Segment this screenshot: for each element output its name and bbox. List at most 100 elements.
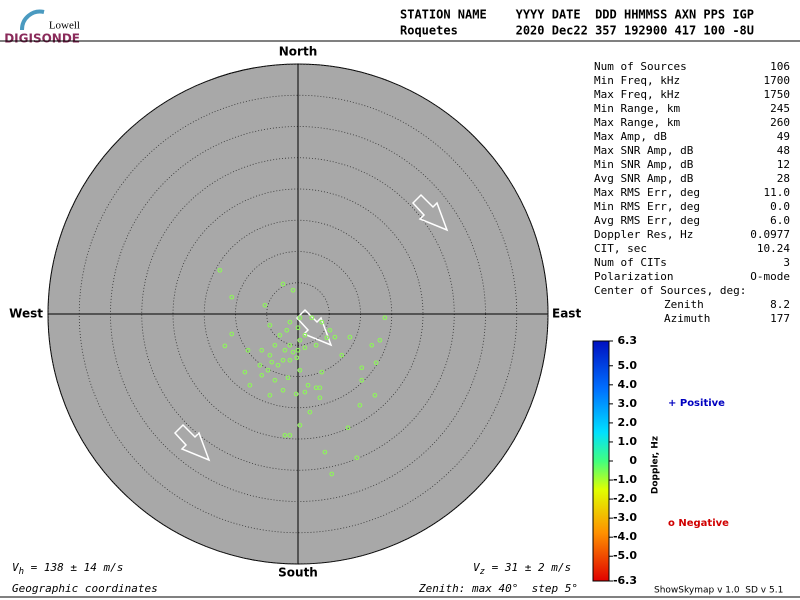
source-point	[287, 342, 293, 348]
source-point	[272, 342, 278, 348]
arrows	[173, 193, 449, 462]
source-point	[293, 391, 299, 397]
stat-value: 48	[777, 144, 790, 157]
source-point	[359, 377, 365, 383]
source-point	[297, 367, 303, 373]
direction-label: East	[552, 307, 581, 321]
arrow	[411, 193, 449, 232]
source-point	[319, 319, 325, 325]
colorbar-tick-label: 3.0	[618, 397, 638, 410]
source-point	[272, 377, 278, 383]
source-point	[382, 315, 388, 321]
direction-label: South	[278, 566, 318, 580]
source-point	[222, 343, 228, 349]
source-point	[309, 315, 315, 321]
source-point	[257, 362, 263, 368]
colorbar-tick-label: 0	[629, 454, 637, 467]
stat-value: 49	[777, 130, 790, 143]
symbol: V	[473, 561, 481, 574]
colorbar-tick-label: 6.3	[618, 334, 638, 347]
source-point	[265, 367, 271, 373]
zenith-note: Zenith: max 40° step 5°	[418, 582, 578, 595]
source-point	[262, 302, 268, 308]
source-point	[229, 331, 235, 337]
source-point	[245, 347, 251, 353]
center-value: 8.2	[770, 298, 790, 311]
arrow	[295, 308, 333, 347]
stat-value: 3	[783, 256, 790, 269]
source-point	[322, 449, 328, 455]
stat-label: Doppler Res, Hz	[594, 228, 693, 241]
stat-value: 260	[770, 116, 790, 129]
source-point	[302, 389, 308, 395]
stat-value: 0.0	[770, 200, 790, 213]
source-point	[280, 387, 286, 393]
source-point	[324, 335, 330, 341]
vh-label: Vh = 138 ± 14 m/s	[12, 561, 123, 577]
source-point	[280, 281, 286, 287]
source-point	[295, 325, 301, 331]
subscript: z	[480, 567, 485, 577]
source-point	[317, 395, 323, 401]
stat-label: Max Amp, dB	[594, 130, 667, 143]
source-point	[282, 432, 288, 438]
colorbar-tick-label: -5.0	[613, 549, 637, 562]
logo-arc	[19, 9, 45, 31]
stat-value: 245	[770, 102, 790, 115]
colorbar-tick-label: -6.3	[613, 574, 637, 587]
source-point	[297, 337, 303, 343]
source-point	[305, 382, 311, 388]
stat-value: O-mode	[750, 270, 790, 283]
source-point	[290, 349, 296, 355]
center-title: Center of Sources, deg:	[594, 284, 746, 297]
stat-value: 0.0977	[750, 228, 790, 241]
stat-label: Max SNR Amp, dB	[594, 144, 694, 157]
stat-label: Min Freq, kHz	[594, 74, 680, 87]
source-point	[377, 337, 383, 343]
stat-label: Min SNR Amp, dB	[594, 158, 694, 171]
source-point	[294, 355, 300, 361]
source-point	[307, 409, 313, 415]
legend-positive: + Positive	[668, 398, 725, 409]
colorbar-tick-label: -1.0	[613, 473, 637, 486]
source-point	[373, 360, 379, 366]
source-point	[317, 385, 323, 391]
source-point	[297, 315, 303, 321]
source-point	[282, 347, 288, 353]
source-point	[345, 425, 351, 431]
source-point	[217, 267, 223, 273]
source-point	[327, 327, 333, 333]
source-point	[297, 422, 303, 428]
colorbar-label: Doppler, Hz	[651, 436, 661, 494]
vz-label: Vz = 31 ± 2 m/s	[473, 561, 571, 577]
colorbar-tick-label: -4.0	[613, 530, 637, 543]
center-label: Zenith	[664, 298, 704, 311]
colorbar-tick-label: 4.0	[618, 378, 638, 391]
header: Roquetes 2020 Dec22 357 192900 417 100 -…	[400, 24, 754, 38]
source-point	[302, 345, 308, 351]
source-point	[284, 327, 290, 333]
center-value: 177	[770, 312, 790, 325]
arrow	[173, 423, 211, 462]
source-point	[354, 455, 360, 461]
stat-label: Min RMS Err, deg	[594, 200, 700, 213]
version: ShowSkymap v 1.0 SD v 5.1	[654, 586, 783, 596]
source-point	[242, 369, 248, 375]
colorbar	[592, 340, 610, 582]
source-point	[295, 347, 301, 353]
stat-value: 12	[777, 158, 790, 171]
direction-label: North	[279, 45, 317, 59]
source-point	[339, 352, 345, 358]
stat-value: 10.24	[757, 242, 790, 255]
stat-value: 11.0	[764, 186, 791, 199]
logo-text: DIGISONDE	[4, 32, 80, 46]
coords-note: Geographic coordinates	[12, 582, 158, 595]
header: STATION NAME YYYY DATE DDD HHMMSS AXN PP…	[400, 8, 754, 22]
stat-label: Max RMS Err, deg	[594, 186, 700, 199]
source-point	[267, 352, 273, 358]
colorbar-tick-label: 2.0	[618, 416, 638, 429]
stat-label: Num of Sources	[594, 60, 687, 73]
source-point	[319, 369, 325, 375]
source-point	[329, 471, 335, 477]
stat-value: 28	[777, 172, 790, 185]
